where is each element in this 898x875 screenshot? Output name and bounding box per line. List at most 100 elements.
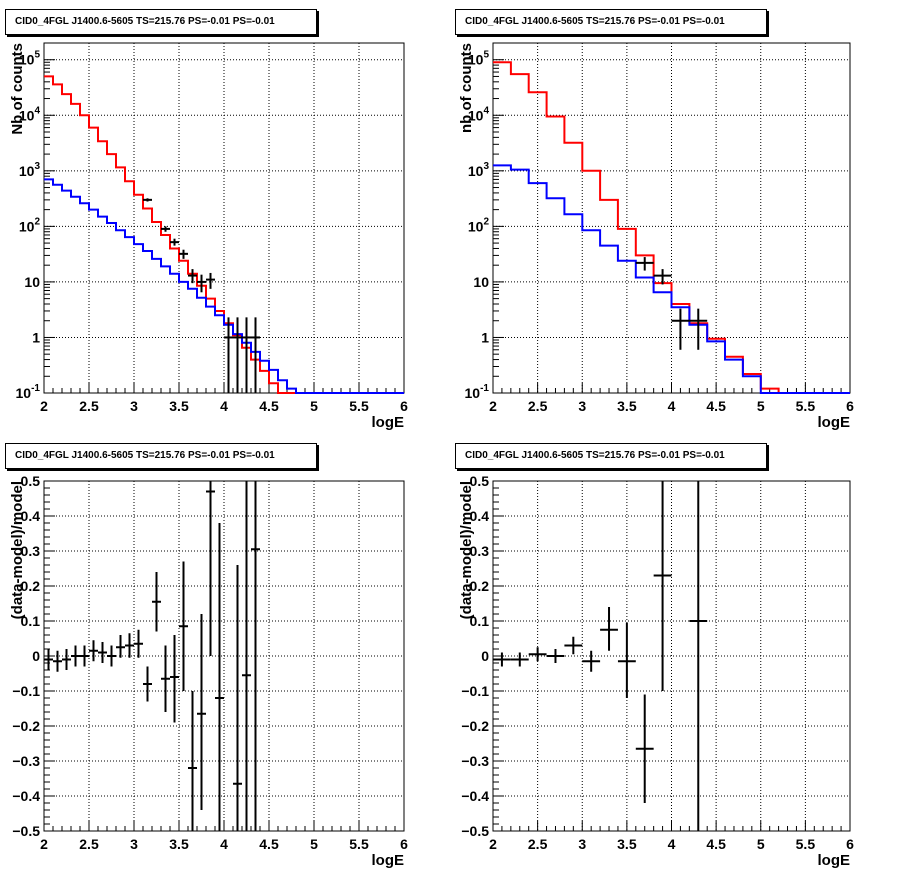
data-point — [689, 481, 708, 831]
x-axis-label: logE — [818, 852, 851, 869]
y-tick-label: −0.2 — [461, 718, 489, 734]
x-tick-label: 2 — [489, 398, 497, 414]
y-tick-label: 0.5 — [21, 473, 41, 489]
y-tick-label: −0.1 — [461, 683, 489, 699]
data-point — [188, 269, 197, 284]
data-point — [242, 317, 251, 393]
data-point — [179, 249, 188, 259]
y-tick-label: −0.4 — [12, 788, 40, 804]
panel-title: CID0_4FGL J1400.6-5605 TS=215.76 PS=-0.0… — [5, 443, 317, 469]
y-tick-label: 0.5 — [470, 473, 490, 489]
data-point — [617, 622, 636, 698]
x-tick-label: 5.5 — [796, 398, 816, 414]
data-point — [224, 317, 233, 393]
y-tick-label: 103 — [468, 161, 490, 179]
data-point — [206, 272, 215, 289]
x-axis-label: logE — [818, 414, 851, 431]
data-point — [125, 633, 134, 658]
data-point — [89, 640, 98, 662]
data-point — [152, 572, 161, 632]
x-tick-label: 2.5 — [79, 398, 99, 414]
tick-marks — [492, 480, 851, 832]
data-point — [528, 647, 547, 662]
y-tick-label: 1 — [481, 329, 489, 345]
data-point — [689, 308, 708, 350]
x-tick-label: 5 — [310, 398, 318, 414]
data-point — [107, 645, 116, 667]
y-axis-label: (data-model)/model — [9, 481, 26, 619]
x-tick-label: 6 — [846, 398, 854, 414]
residuals-panel-right: 2 2.5 3 3.5 4 4.5 5 5.5 6 −0.5 −0.4 −0.3 −0.2 −0.1 0 0.… — [449, 437, 898, 874]
data-point — [233, 565, 242, 831]
data-point — [653, 481, 672, 691]
y-tick-label: 105 — [468, 50, 490, 68]
y-tick-label: −0.4 — [461, 788, 489, 804]
y-tick-label: 10-1 — [16, 383, 41, 401]
y-axis-label: (data-model)/model — [458, 481, 475, 619]
x-tick-label: 2 — [40, 398, 48, 414]
data-point — [71, 645, 80, 667]
y-tick-label: 104 — [468, 105, 490, 123]
data-point — [251, 481, 260, 831]
y-tick-label: 10 — [473, 274, 489, 290]
y-tick-label: −0.5 — [12, 823, 40, 839]
tick-marks — [43, 480, 405, 832]
data-point — [170, 238, 179, 246]
x-axis-label: logE — [372, 852, 405, 869]
data-point — [116, 635, 125, 658]
data-point — [671, 308, 690, 350]
x-tick-label: 5.5 — [349, 398, 369, 414]
grid — [44, 481, 404, 831]
y-tick-label: 10-1 — [465, 383, 490, 401]
x-tick-label: 2.5 — [528, 398, 548, 414]
x-tick-label: 5 — [757, 398, 765, 414]
data-point — [600, 607, 618, 651]
x-tick-label: 4 — [668, 398, 676, 414]
x-tick-label: 6 — [846, 836, 854, 852]
residuals-plot: 2 2.5 3 3.5 4 4.5 5 5.5 6 −0.5 −0.4 −0.3 −0.2 −0.1 0 0.… — [9, 473, 408, 869]
y-tick-label: −0.3 — [12, 753, 40, 769]
x-tick-label: 4 — [220, 398, 228, 414]
x-axis-label: logE — [372, 414, 405, 431]
x-tick-label: 3 — [578, 836, 586, 852]
y-tick-label: 0.3 — [470, 543, 490, 559]
x-tick-label: 2 — [40, 836, 48, 852]
data-point — [179, 561, 188, 691]
y-tick-label: 10 — [24, 274, 40, 290]
x-tick-label: 2 — [489, 836, 497, 852]
y-tick-label: 0 — [32, 648, 40, 664]
data-point — [197, 614, 206, 810]
y-tick-label: 0.3 — [21, 543, 41, 559]
y-axis-label: Nb of counts — [9, 43, 26, 135]
data-points — [493, 481, 708, 831]
x-tick-label: 3.5 — [617, 398, 637, 414]
counts-spectrum-panel-left: 2 2.5 3 3.5 4 4.5 5 5.5 6 10-1 1 10 102 103 104 105 logE… — [0, 0, 449, 437]
panel-title: CID0_4FGL J1400.6-5605 TS=215.76 PS=-0.0… — [5, 9, 317, 35]
x-tick-label: 4.5 — [706, 398, 726, 414]
x-tick-label: 6 — [400, 836, 408, 852]
x-tick-label: 5 — [310, 836, 318, 852]
data-point — [197, 274, 206, 293]
x-tick-label: 6 — [400, 398, 408, 414]
data-point — [161, 226, 170, 232]
data-points — [143, 198, 260, 393]
y-tick-label: 102 — [19, 216, 41, 234]
x-tick-label: 2.5 — [528, 836, 548, 852]
x-tick-label: 4.5 — [259, 398, 279, 414]
data-point — [170, 635, 179, 723]
y-tick-label: 104 — [19, 105, 41, 123]
data-point — [161, 645, 170, 712]
data-point — [546, 649, 565, 663]
grid — [493, 43, 850, 393]
histogram-line — [44, 75, 404, 394]
y-tick-label: 105 — [19, 50, 41, 68]
x-tick-label: 3.5 — [169, 836, 189, 852]
x-tick-label: 3 — [130, 398, 138, 414]
residuals-panel-left: 2 2.5 3 3.5 4 4.5 5 5.5 6 −0.5 −0.4 −0.3 −0.2 −0.1 0 0.… — [0, 437, 449, 874]
y-tick-label: 0.4 — [21, 508, 41, 524]
data-point — [215, 523, 224, 831]
y-tick-label: −0.1 — [12, 683, 40, 699]
data-point — [251, 317, 260, 393]
data-point — [134, 629, 143, 658]
x-tick-label: 5.5 — [796, 836, 816, 852]
